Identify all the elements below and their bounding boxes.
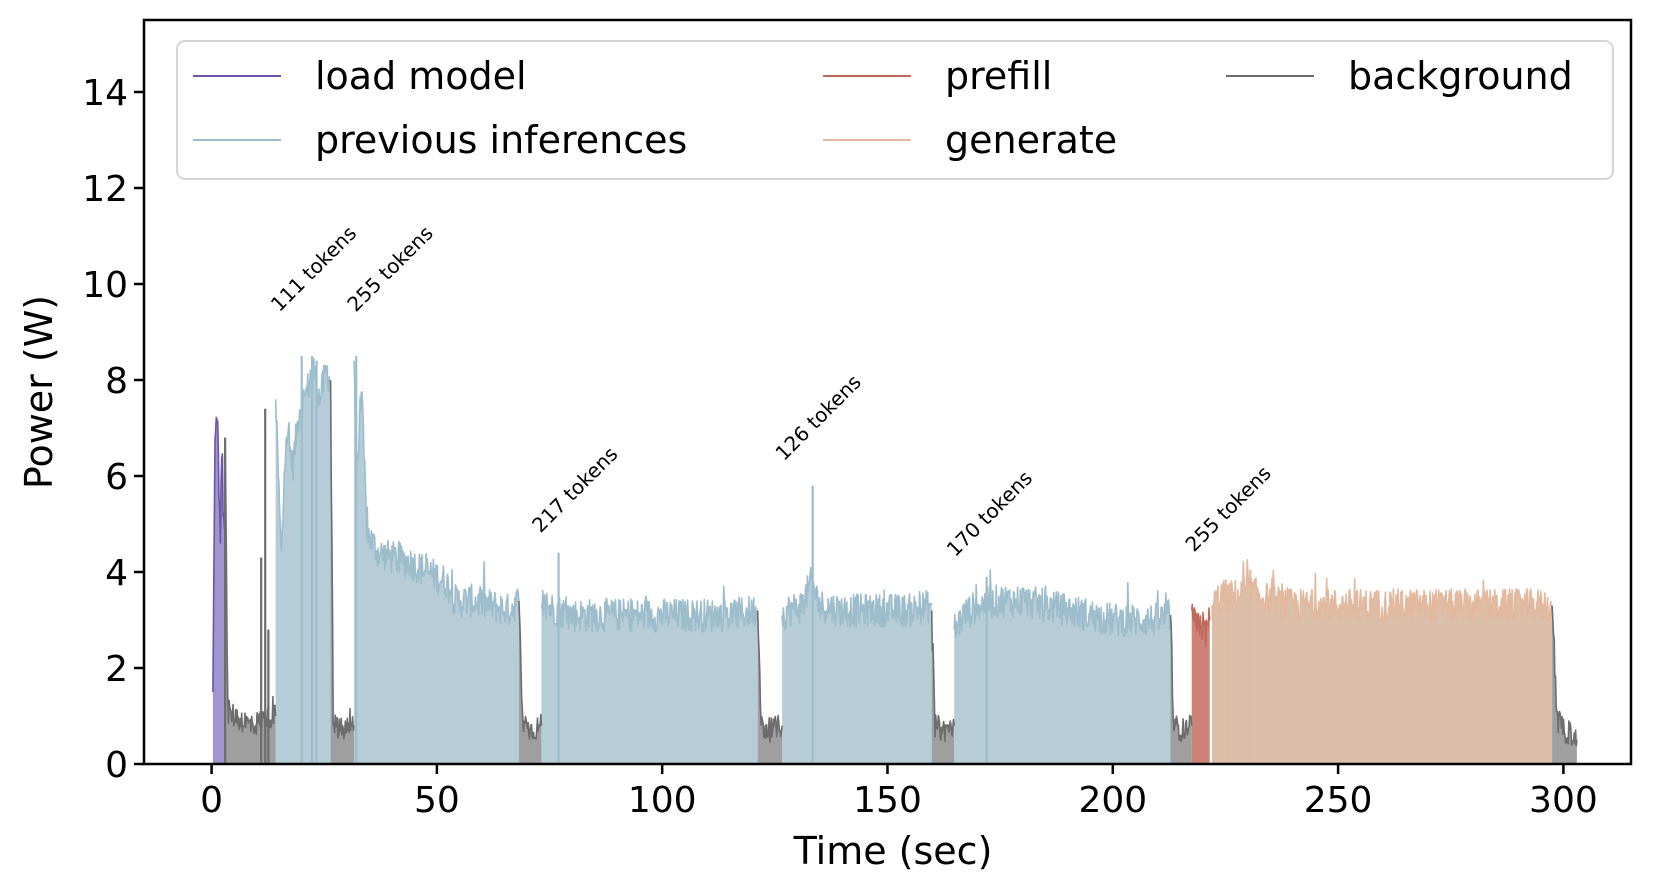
x-axis: 0 50 100 150 200 250 300 <box>200 764 1598 821</box>
x-tick-label: 100 <box>628 780 697 821</box>
series-area-background-4 <box>931 610 955 764</box>
y-axis: 0 2 4 6 8 10 12 14 <box>82 73 144 786</box>
series-area-background-6 <box>1552 605 1577 764</box>
series-area-background-0 <box>225 437 276 764</box>
series-line-previous-inferences-0 <box>274 357 332 552</box>
x-tick-label: 0 <box>200 780 223 821</box>
series-line-background-2 <box>518 600 543 740</box>
y-tick-label: 14 <box>82 73 128 114</box>
series-line-generate-0 <box>1211 558 1553 624</box>
x-tick-label: 50 <box>414 780 460 821</box>
series-line-previous-inferences-3 <box>781 566 933 631</box>
series-line-background-1 <box>329 379 355 740</box>
series-line-background-4 <box>930 610 955 743</box>
y-tick-label: 12 <box>82 169 128 210</box>
series-area-previous-inferences-2 <box>541 586 758 764</box>
annotation-token-count: 217 tokens <box>527 442 622 537</box>
annotation-token-count: 170 tokens <box>942 466 1037 561</box>
series-line-previous-inferences-4 <box>953 569 1172 639</box>
annotation-token-count: 126 tokens <box>770 370 865 465</box>
series-area-background-1 <box>330 380 354 764</box>
legend: load model previous inferences prefill gene… <box>176 40 1614 180</box>
x-tick-label: 150 <box>853 780 922 821</box>
series-line-prefill-0 <box>1190 603 1211 647</box>
legend-label-prefill: prefill <box>945 54 1052 98</box>
series-line-background-3 <box>756 610 783 743</box>
annotation-token-count: 255 tokens <box>1180 461 1275 556</box>
y-tick-label: 10 <box>82 265 128 306</box>
legend-label-background: background <box>1348 54 1573 98</box>
y-tick-label: 0 <box>105 745 128 786</box>
series-area-generate-0 <box>1211 559 1553 764</box>
series-area-previous-inferences-1 <box>354 360 519 764</box>
series-line-background-5 <box>1169 615 1193 743</box>
legend-label-previous-inferences: previous inferences <box>315 118 687 162</box>
series-area-previous-inferences-0 <box>275 358 331 764</box>
series-area-background-2 <box>518 600 542 764</box>
y-tick-label: 4 <box>105 553 128 594</box>
legend-label-generate: generate <box>945 118 1117 162</box>
x-tick-label: 250 <box>1304 780 1373 821</box>
x-tick-label: 300 <box>1529 780 1598 821</box>
x-tick-label: 200 <box>1078 780 1147 821</box>
series-line-background-0 <box>224 437 277 735</box>
series-area-prefill-0 <box>1191 604 1210 764</box>
series-line-previous-inferences-2 <box>540 585 759 633</box>
series-line-load-model-0 <box>212 416 226 693</box>
plot-series <box>212 356 1578 764</box>
y-tick-label: 6 <box>105 457 128 498</box>
y-tick-label: 2 <box>105 649 128 690</box>
legend-label-load-model: load model <box>315 54 527 98</box>
series-line-background-6 <box>1551 605 1578 747</box>
series-line-previous-inferences-1 <box>353 360 520 626</box>
y-tick-label: 8 <box>105 361 128 402</box>
series-area-load-model-0 <box>212 417 226 764</box>
x-axis-title: Time (sec) <box>793 829 993 873</box>
y-axis-title: Power (W) <box>17 295 61 489</box>
